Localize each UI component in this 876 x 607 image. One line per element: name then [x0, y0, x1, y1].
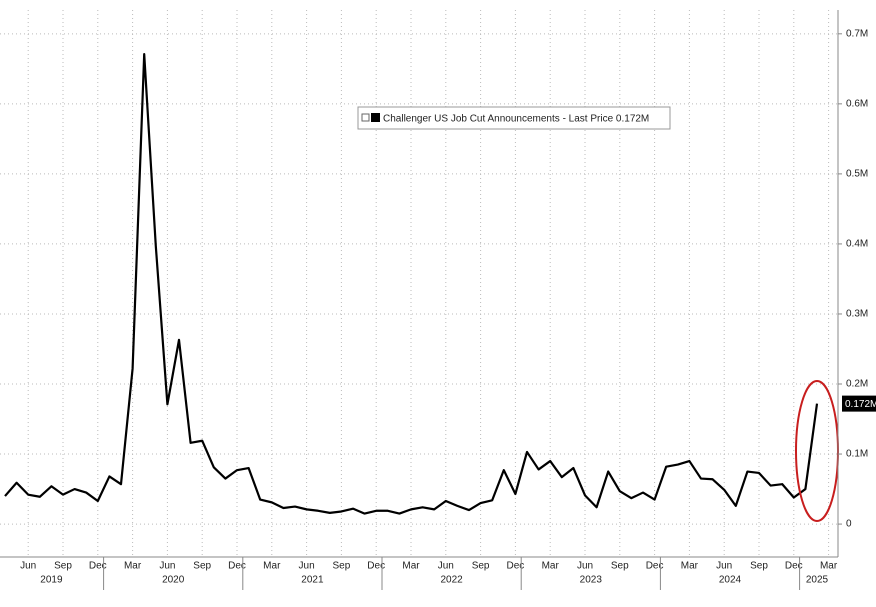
y-tick-label: 0.1M [846, 449, 868, 460]
line-layer [4, 53, 819, 515]
x-tick-label: Jun [438, 561, 454, 572]
y-tick-label: 0.5M [846, 169, 868, 180]
x-tick-label: Mar [263, 561, 281, 572]
y-tick-label: 0.3M [846, 309, 868, 320]
last-price-label: 0.172M [845, 399, 876, 410]
x-tick-label: Sep [333, 561, 351, 572]
x-tick-label: Dec [228, 561, 246, 572]
x-tick-label: Jun [716, 561, 732, 572]
x-tick-label: Mar [681, 561, 699, 572]
x-tick-label: Sep [472, 561, 490, 572]
x-year-label: 2022 [440, 575, 463, 586]
x-tick-label: Jun [577, 561, 593, 572]
x-tick-label: Sep [54, 561, 72, 572]
x-tick-label: Dec [646, 561, 664, 572]
legend-note: - Last Price 0.172M [563, 113, 650, 124]
y-tick-label: 0.2M [846, 379, 868, 390]
x-tick-label: Dec [785, 561, 803, 572]
grid-layer [0, 10, 838, 557]
y-tick-label: 0.4M [846, 239, 868, 250]
highlight-ellipse [795, 380, 839, 522]
x-year-label: 2025 [806, 575, 829, 586]
x-year-label: 2019 [40, 575, 63, 586]
x-year-label: 2024 [719, 575, 742, 586]
x-tick-label: Dec [367, 561, 385, 572]
last-price-box [842, 395, 876, 412]
legend-box [357, 106, 671, 130]
legend-series-name: Challenger US Job Cut Announcements [383, 113, 560, 124]
x-tick-label: Mar [820, 561, 838, 572]
x-tick-label: Sep [611, 561, 629, 572]
y-tick-label: 0.7M [846, 28, 868, 39]
x-tick-label: Mar [542, 561, 560, 572]
x-year-label: 2020 [162, 575, 185, 586]
series-line [4, 53, 819, 515]
x-tick-label: Mar [124, 561, 142, 572]
x-tick-label: Sep [193, 561, 211, 572]
x-tick-label: Dec [89, 561, 107, 572]
x-tick-label: Dec [507, 561, 525, 572]
legend: Challenger US Job Cut Announcements - La… [357, 106, 671, 130]
legend-toggle [361, 113, 370, 122]
x-year-label: 2021 [301, 575, 324, 586]
x-tick-label: Jun [159, 561, 175, 572]
legend-label: Challenger US Job Cut Announcements - La… [383, 113, 649, 124]
x-tick-label: Sep [750, 561, 768, 572]
x-tick-label: Mar [402, 561, 420, 572]
x-tick-label: Jun [20, 561, 36, 572]
y-tick-label: 0 [846, 519, 852, 530]
x-tick-label: Jun [299, 561, 315, 572]
y-tick-label: 0.6M [846, 98, 868, 109]
x-year-label: 2023 [580, 575, 603, 586]
legend-swatch [371, 113, 380, 122]
